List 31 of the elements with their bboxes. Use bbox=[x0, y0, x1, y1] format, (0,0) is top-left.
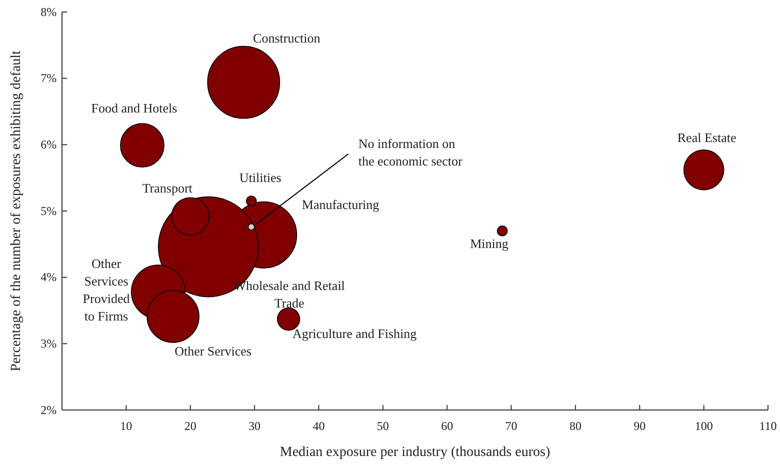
y-axis-title: Percentage of the number of exposures exhibiting default bbox=[9, 50, 24, 372]
y-tick-label: 6% bbox=[40, 138, 57, 152]
annotation: Food and Hotels bbox=[91, 100, 178, 116]
x-tick-label: 50 bbox=[376, 418, 389, 433]
x-tick-label: 80 bbox=[569, 418, 582, 433]
annotation: No information on the economic sector bbox=[358, 136, 463, 168]
annotation: Transport bbox=[142, 180, 193, 196]
annotation: Construction bbox=[253, 30, 321, 46]
x-tick-label: 30 bbox=[248, 418, 261, 433]
y-tick-label: 2% bbox=[40, 402, 57, 417]
annotation: Agriculture and Fishing bbox=[292, 326, 418, 342]
x-tick-label: 40 bbox=[312, 418, 325, 433]
x-tick-label: 70 bbox=[505, 418, 518, 433]
annotation: Other Services Provided to Firms bbox=[82, 256, 130, 324]
x-axis-title: Median exposure per industry (thousands euros) bbox=[280, 445, 550, 460]
x-tick-label: 110 bbox=[759, 418, 777, 433]
y-tick-label: 8% bbox=[40, 4, 57, 19]
x-tick-label: 100 bbox=[694, 418, 713, 433]
annotation: Manufacturing bbox=[302, 196, 380, 212]
y-tick-label: 7% bbox=[40, 71, 57, 86]
annotation: Real Estate bbox=[677, 130, 736, 145]
annotation: Mining bbox=[470, 236, 509, 251]
y-tick-label: 4% bbox=[40, 270, 57, 284]
x-tick-label: 10 bbox=[120, 418, 132, 433]
annotation: Other Services bbox=[174, 343, 252, 358]
y-tick-label: 5% bbox=[40, 204, 57, 218]
x-tick-label: 20 bbox=[184, 418, 196, 433]
x-tick-label: 60 bbox=[441, 418, 454, 433]
y-tick-label: 3% bbox=[40, 336, 57, 351]
annotation: Utilities bbox=[239, 170, 282, 186]
x-tick-label: 90 bbox=[634, 418, 646, 433]
